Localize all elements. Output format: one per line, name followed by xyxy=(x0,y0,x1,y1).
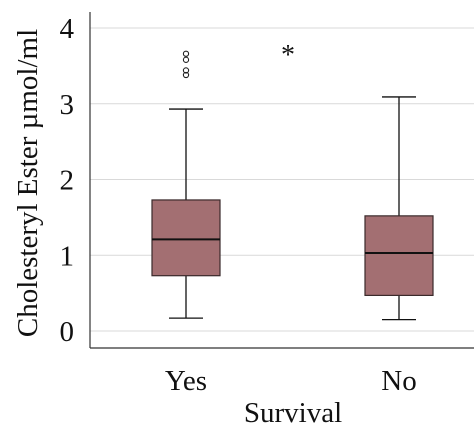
box-yes xyxy=(151,50,221,319)
outlier-point-1 xyxy=(182,67,190,74)
x-tick-labels: Yes No xyxy=(165,365,417,397)
boxes xyxy=(151,50,434,321)
y-tick-label-0: 0 xyxy=(60,316,75,348)
x-tick-label-yes: Yes xyxy=(165,365,207,397)
y-tick-label-4: 4 xyxy=(60,13,75,45)
y-tick-label-2: 2 xyxy=(60,165,75,197)
y-tick-label-1: 1 xyxy=(60,240,75,272)
iqr-box xyxy=(364,215,434,296)
box-no xyxy=(364,96,434,321)
x-tick-label-no: No xyxy=(381,365,416,397)
iqr-box xyxy=(151,199,221,277)
outlier-point-0 xyxy=(182,71,190,79)
outlier-point-3 xyxy=(182,50,190,57)
outlier-point-2 xyxy=(182,56,190,63)
y-tick-labels: 0 1 2 3 4 xyxy=(60,13,75,348)
significance-annotation: * xyxy=(281,40,295,71)
y-axis-title: Cholesteryl Ester µmol/ml xyxy=(12,29,44,337)
y-tick-label-3: 3 xyxy=(60,89,75,121)
x-axis-title: Survival xyxy=(244,397,342,429)
